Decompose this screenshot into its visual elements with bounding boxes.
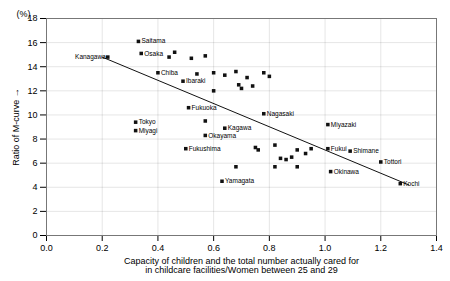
svg-text:Shimane: Shimane [353,147,379,154]
svg-text:0.2: 0.2 [96,243,109,253]
svg-text:Nagasaki: Nagasaki [267,110,294,118]
svg-text:1.4: 1.4 [430,243,443,253]
svg-text:0.4: 0.4 [152,243,165,253]
svg-text:16: 16 [27,37,37,47]
svg-text:Ibaraki: Ibaraki [186,77,206,84]
svg-text:6: 6 [32,158,37,168]
svg-text:Kanagawa: Kanagawa [75,53,106,61]
svg-text:8: 8 [32,134,37,144]
svg-text:1.2: 1.2 [375,243,388,253]
svg-text:Miyagi: Miyagi [139,127,158,135]
svg-text:Okinawa: Okinawa [334,168,360,175]
svg-text:Fukuoka: Fukuoka [192,104,217,111]
svg-text:4: 4 [32,182,37,192]
svg-text:0.6: 0.6 [207,243,220,253]
svg-text:Fukui: Fukui [331,145,347,152]
svg-text:10: 10 [27,110,37,120]
svg-text:Saitama: Saitama [141,37,165,44]
svg-text:Chiba: Chiba [161,69,178,76]
svg-text:Kochi: Kochi [403,180,419,187]
svg-text:Kagawa: Kagawa [228,124,252,132]
svg-text:Okayama: Okayama [208,132,236,140]
svg-text:Ratio of M-curve →: Ratio of M-curve → [11,88,21,166]
svg-text:12: 12 [27,86,37,96]
svg-text:2: 2 [32,206,37,216]
svg-text:18: 18 [27,13,38,24]
svg-text:0.8: 0.8 [263,243,276,253]
svg-text:(%): (%) [17,9,31,19]
svg-text:0: 0 [32,230,37,240]
svg-text:Capacity of children and the t: Capacity of children and the total numbe… [124,256,359,275]
svg-text:Osaka: Osaka [144,50,163,57]
svg-text:0.0: 0.0 [40,243,53,253]
svg-text:Fukushima: Fukushima [189,145,221,152]
svg-text:Miyazaki: Miyazaki [331,121,356,129]
svg-text:14: 14 [27,62,37,72]
svg-text:1.0: 1.0 [319,243,332,253]
svg-text:Yamagata: Yamagata [225,177,255,185]
svg-text:Tokyo: Tokyo [139,118,156,126]
svg-text:Tottori: Tottori [384,158,402,165]
